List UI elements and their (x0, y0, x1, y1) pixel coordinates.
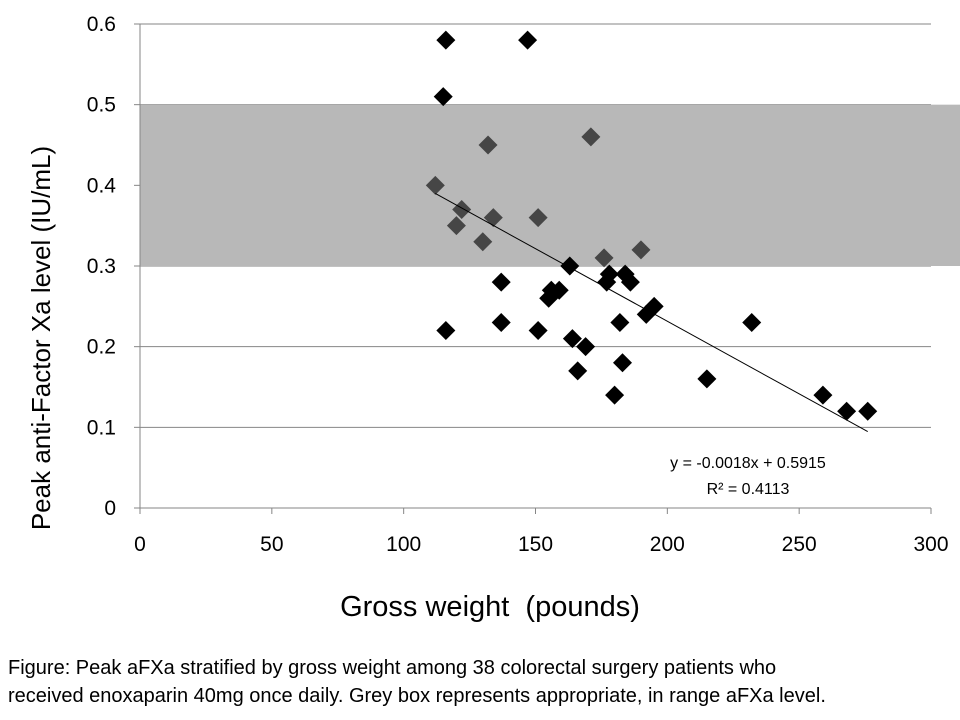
y-tick-label: 0.6 (87, 13, 116, 36)
data-point-36 (837, 401, 857, 421)
data-points (425, 30, 878, 421)
x-tick-label: 0 (134, 533, 146, 556)
data-point-35 (813, 385, 833, 405)
data-point-4 (478, 135, 498, 155)
y-tick-label: 0.4 (87, 174, 117, 197)
data-point-1 (518, 30, 538, 50)
data-point-9 (446, 216, 466, 236)
data-point-31 (613, 353, 633, 373)
x-tick-labels: 0 50 100 150 200 250 300 (134, 533, 948, 556)
y-tick-label: 0 (104, 497, 116, 520)
y-tick-label: 0.3 (87, 255, 116, 278)
trendline-r-squared: R² = 0.4113 (707, 481, 790, 498)
data-point-27 (436, 321, 456, 341)
data-point-32 (568, 361, 588, 381)
caption-line-2: received enoxaparin 40mg once daily. Gre… (8, 685, 826, 707)
y-tick-label: 0.2 (87, 336, 116, 359)
x-tick-label: 300 (913, 533, 948, 556)
data-point-18 (620, 272, 640, 292)
data-point-24 (491, 312, 511, 332)
data-point-3 (581, 127, 601, 147)
axes (134, 23, 932, 514)
data-point-6 (452, 200, 472, 220)
data-point-11 (631, 240, 651, 260)
data-point-7 (483, 208, 503, 228)
data-point-12 (594, 248, 614, 268)
data-point-23 (636, 304, 656, 324)
figure-caption: Figure: Peak aFXa stratified by gross we… (8, 654, 956, 710)
x-tick-label: 50 (260, 533, 283, 556)
data-point-25 (610, 312, 630, 332)
data-point-30 (576, 337, 596, 357)
trendline-equation: y = -0.0018x + 0.5915 (670, 455, 826, 472)
x-tick-label: 250 (782, 533, 817, 556)
caption-line-1: Figure: Peak aFXa stratified by gross we… (8, 657, 777, 679)
data-point-21 (539, 288, 559, 308)
data-point-2 (433, 87, 453, 107)
scatter-chart: 0 0.1 0.2 0.3 0.4 0.5 0.6 0 50 100 150 200 250 300 y… (26, 13, 960, 623)
data-point-37 (858, 401, 878, 421)
data-point-26 (742, 312, 762, 332)
data-point-8 (528, 208, 548, 228)
data-point-34 (605, 385, 625, 405)
y-tick-labels: 0 0.1 0.2 0.3 0.4 0.5 0.6 (87, 13, 117, 520)
in-range-band (140, 104, 960, 267)
y-axis-title: Peak anti-Factor Xa level (IU/mL) (26, 146, 56, 530)
data-point-13 (560, 256, 580, 276)
data-point-17 (597, 272, 617, 292)
y-tick-label: 0.1 (87, 416, 116, 439)
x-tick-label: 200 (650, 533, 685, 556)
data-point-10 (473, 232, 493, 252)
data-point-29 (562, 329, 582, 349)
x-tick-label: 150 (518, 533, 553, 556)
data-point-33 (697, 369, 717, 389)
y-tick-label: 0.5 (87, 94, 116, 117)
data-point-5 (425, 175, 445, 195)
data-point-16 (491, 272, 511, 292)
data-point-28 (528, 321, 548, 341)
x-axis-title: Gross weight (pounds) (340, 591, 640, 623)
data-point-0 (436, 30, 456, 50)
x-tick-label: 100 (386, 533, 421, 556)
